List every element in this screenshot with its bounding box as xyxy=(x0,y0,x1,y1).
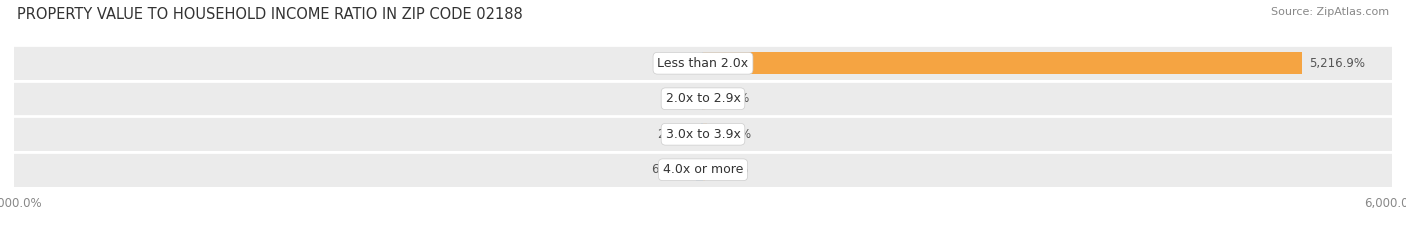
Text: Less than 2.0x: Less than 2.0x xyxy=(658,57,748,70)
Bar xyxy=(703,52,1302,74)
Bar xyxy=(703,159,704,181)
Bar xyxy=(703,123,707,145)
Text: 4.0x or more: 4.0x or more xyxy=(662,163,744,176)
Bar xyxy=(700,123,703,145)
Text: PROPERTY VALUE TO HOUSEHOLD INCOME RATIO IN ZIP CODE 02188: PROPERTY VALUE TO HOUSEHOLD INCOME RATIO… xyxy=(17,7,523,22)
Text: 2.0x to 2.9x: 2.0x to 2.9x xyxy=(665,92,741,105)
Text: 64.3%: 64.3% xyxy=(651,163,689,176)
Text: 7.8%: 7.8% xyxy=(665,92,695,105)
Bar xyxy=(14,153,1392,187)
Bar xyxy=(14,117,1392,151)
Text: 14.1%: 14.1% xyxy=(711,163,749,176)
Bar xyxy=(703,88,706,110)
Text: 3.0x to 3.9x: 3.0x to 3.9x xyxy=(665,128,741,141)
Text: 33.9%: 33.9% xyxy=(714,128,751,141)
Text: 20.5%: 20.5% xyxy=(657,128,693,141)
Bar xyxy=(14,82,1392,116)
Text: 7.4%: 7.4% xyxy=(665,57,695,70)
Bar xyxy=(14,46,1392,80)
Bar xyxy=(696,159,703,181)
Text: Source: ZipAtlas.com: Source: ZipAtlas.com xyxy=(1271,7,1389,17)
Text: 20.6%: 20.6% xyxy=(713,92,749,105)
Text: 5,216.9%: 5,216.9% xyxy=(1309,57,1365,70)
